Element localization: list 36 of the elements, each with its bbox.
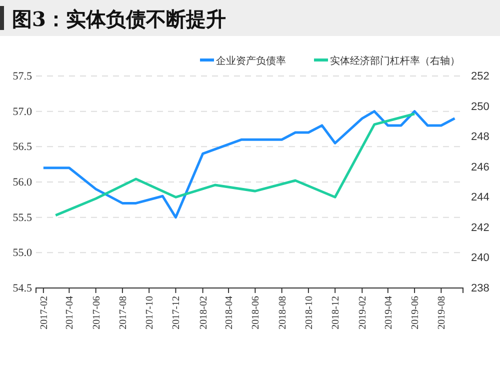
y2-tick-label: 252: [471, 70, 490, 83]
x-tick-label: 2018-10: [304, 296, 315, 330]
y-tick-label: 57.0: [12, 106, 32, 118]
y-tick-label: 56.5: [12, 141, 32, 154]
chart-title: 图3：实体负债不断提升: [12, 7, 226, 31]
legend-label: 企业资产负债率: [216, 55, 286, 67]
y-tick-label: 55.0: [12, 247, 32, 260]
x-tick-label: 2017-12: [171, 296, 182, 330]
y2-tick-label: 248: [471, 131, 490, 144]
y2-tick-label: 240: [471, 252, 490, 264]
y2-tick-label: 244: [471, 192, 490, 204]
x-tick-label: 2018-12: [330, 296, 342, 330]
legend-label: 实体经济部门杠杆率（右轴）: [330, 55, 460, 67]
x-tick-label: 2018-04: [224, 296, 236, 330]
y2-tick-label: 246: [471, 161, 490, 174]
x-tick-label: 2017-10: [144, 296, 156, 330]
y-tick-label: 57.5: [12, 70, 32, 83]
line-series: [54, 112, 416, 217]
x-tick-label: 2018-08: [277, 296, 288, 330]
x-tick-label: 2019-06: [410, 296, 422, 330]
y-tick-label: 54.5: [12, 282, 32, 295]
x-tick-label: 2019-08: [436, 296, 448, 330]
y2-tick-label: 242: [471, 222, 490, 234]
x-tick-label: 2017-08: [118, 296, 129, 330]
y2-tick-label: 238: [471, 282, 490, 295]
x-tick-label: 2019-02: [358, 296, 369, 330]
x-tick-label: 2018-02: [198, 296, 210, 330]
x-tick-label: 2017-04: [64, 296, 76, 330]
x-tick-label: 2017-06: [91, 296, 102, 330]
x-tick-label: 2017-02: [38, 296, 50, 330]
y-tick-label: 55.5: [12, 212, 32, 224]
y-tick-label: 56.0: [12, 176, 32, 189]
x-tick-label: 2018-06: [250, 296, 262, 330]
line-series: [42, 110, 456, 219]
y2-tick-label: 250: [471, 100, 490, 113]
x-tick-label: 2019-04: [383, 296, 394, 330]
